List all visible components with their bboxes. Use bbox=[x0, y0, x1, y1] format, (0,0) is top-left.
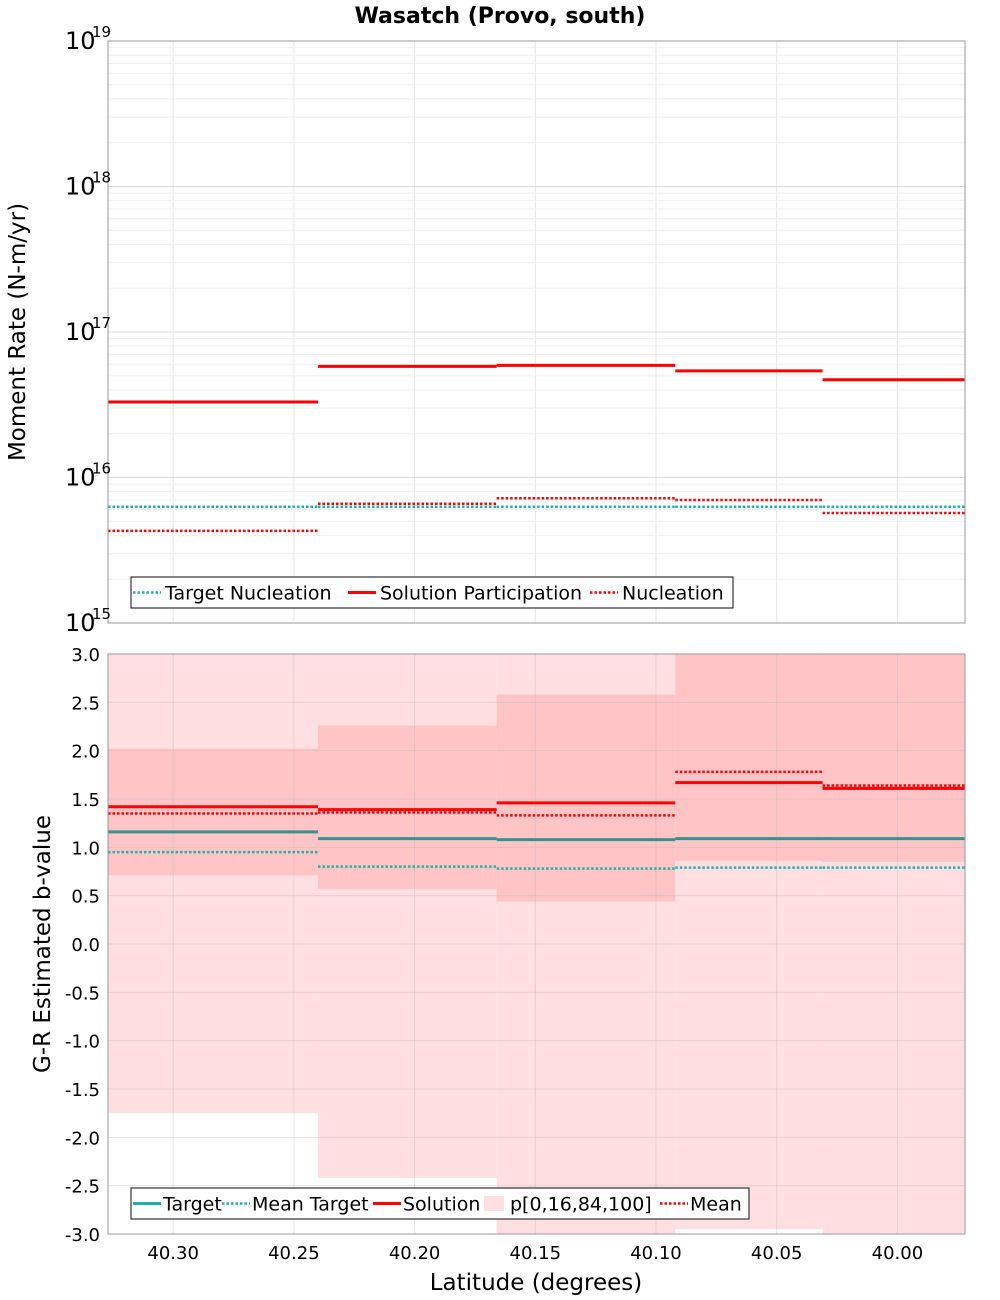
bottom-y-ticks: 3.0 2.5 2.0 1.5 1.0 0.5 0.0 -0.5 -1.0 -1.5 -2.0 -2.… bbox=[65, 645, 100, 1246]
top-ytick-base-2: 10 bbox=[65, 318, 96, 346]
bottom-legend: Target Mean Target Solution p[0,16,84,100] M… bbox=[130, 1187, 750, 1220]
top-legend-label-1: Solution Participation bbox=[380, 583, 582, 605]
bottom-ytick-5: 0.5 bbox=[71, 887, 100, 908]
band-inner-2 bbox=[496, 694, 676, 902]
bottom-legend-box bbox=[130, 1187, 750, 1220]
bottom-series bbox=[108, 770, 965, 870]
top-ytick-base-0: 10 bbox=[65, 609, 96, 637]
bottom-ytick-10: -2.0 bbox=[65, 1128, 100, 1149]
band-inner-0 bbox=[108, 748, 319, 876]
bottom-ytick-1: 2.5 bbox=[71, 693, 100, 714]
bottom-x-ticks: 40.30 40.25 40.20 40.15 40.10 40.05 40.00 bbox=[147, 1243, 923, 1264]
b-value-panel: 3.0 2.5 2.0 1.5 1.0 0.5 0.0 -0.5 -1.0 -1.5 -2.0 -2.… bbox=[30, 645, 966, 1296]
bottom-legend-label-4: Mean bbox=[690, 1194, 742, 1216]
bottom-ytick-11: -2.5 bbox=[65, 1177, 100, 1198]
bottom-legend-label-3: p[0,16,84,100] bbox=[510, 1194, 652, 1216]
bottom-y-axis-label: G-R Estimated b-value bbox=[30, 815, 56, 1073]
top-legend-label-0: Target Nucleation bbox=[164, 583, 332, 605]
bottom-xtick-6: 40.00 bbox=[872, 1243, 924, 1264]
bottom-ytick-12: -3.0 bbox=[65, 1225, 100, 1246]
bottom-ytick-6: 0.0 bbox=[71, 935, 100, 956]
bottom-legend-swatch-3 bbox=[484, 1196, 504, 1211]
bottom-ytick-3: 1.5 bbox=[71, 790, 100, 811]
bottom-ytick-0: 3.0 bbox=[71, 645, 100, 666]
bottom-legend-label-0: Target bbox=[162, 1194, 222, 1216]
bottom-xtick-2: 40.20 bbox=[389, 1243, 441, 1264]
bottom-plot-frame bbox=[107, 653, 966, 1235]
top-ytick-base-3: 10 bbox=[65, 173, 96, 201]
bottom-ytick-4: 1.0 bbox=[71, 838, 100, 859]
chart-title: Wasatch (Provo, south) bbox=[355, 4, 646, 29]
bottom-ytick-9: -1.5 bbox=[65, 1080, 100, 1101]
bottom-ytick-8: -1.0 bbox=[65, 1032, 100, 1053]
top-ytick-exp-4: 19 bbox=[92, 23, 111, 41]
bottom-legend-label-2: Solution bbox=[403, 1194, 480, 1216]
x-axis-label: Latitude (degrees) bbox=[430, 1270, 643, 1296]
bottom-xtick-5: 40.05 bbox=[751, 1243, 803, 1264]
top-y-axis-label: Moment Rate (N-m/yr) bbox=[5, 203, 31, 461]
bottom-xtick-1: 40.25 bbox=[268, 1243, 320, 1264]
bottom-xtick-3: 40.15 bbox=[510, 1243, 562, 1264]
percentile-bands bbox=[108, 654, 965, 1234]
top-legend: Target Nucleation Solution Participation N… bbox=[130, 576, 734, 609]
band-outer-0 bbox=[108, 654, 319, 1114]
top-ytick-exp-0: 15 bbox=[92, 605, 111, 623]
top-ytick-base-4: 10 bbox=[65, 27, 96, 55]
top-series bbox=[108, 363, 965, 533]
top-ytick-exp-3: 18 bbox=[92, 169, 111, 187]
bottom-ytick-7: -0.5 bbox=[65, 983, 100, 1004]
top-plot-frame bbox=[107, 40, 966, 624]
top-ytick-base-1: 10 bbox=[65, 464, 96, 492]
band-inner-4 bbox=[822, 654, 965, 862]
top-legend-label-2: Nucleation bbox=[622, 583, 724, 605]
top-legend-box bbox=[130, 576, 734, 609]
band-inner-1 bbox=[318, 725, 497, 889]
bottom-legend-label-1: Mean Target bbox=[252, 1194, 369, 1216]
bottom-xtick-0: 40.30 bbox=[147, 1243, 199, 1264]
band-inner-3 bbox=[675, 654, 823, 861]
bottom-xtick-4: 40.10 bbox=[630, 1243, 682, 1264]
top-grid bbox=[108, 41, 965, 624]
bottom-ytick-2: 2.0 bbox=[71, 742, 100, 763]
top-ytick-exp-1: 16 bbox=[92, 460, 111, 478]
top-ytick-exp-2: 17 bbox=[92, 314, 111, 332]
